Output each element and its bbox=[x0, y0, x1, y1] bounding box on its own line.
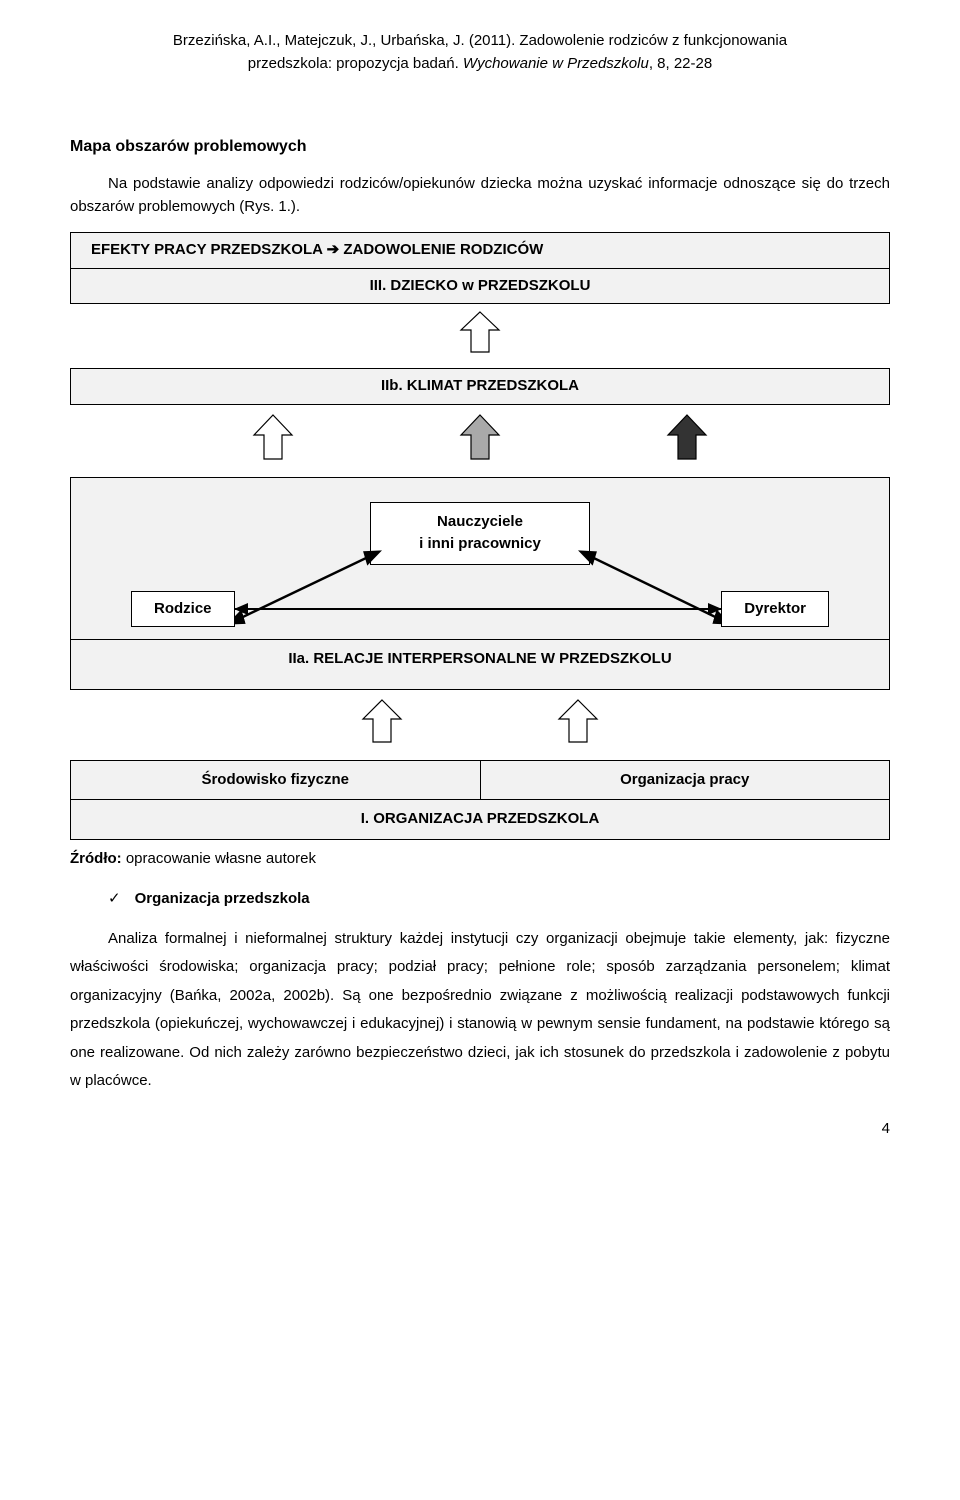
up-arrow-white-icon bbox=[250, 413, 296, 463]
subsection-heading: Organizacja przedszkola bbox=[108, 888, 890, 911]
citation-line1: Brzezińska, A.I., Matejczuk, J., Urbańsk… bbox=[70, 30, 890, 53]
up-arrow-black-icon bbox=[664, 413, 710, 463]
rodzice-box: Rodzice bbox=[131, 591, 235, 628]
up-arrow-icon bbox=[555, 698, 601, 746]
citation-tail: , 8, 22-28 bbox=[649, 55, 712, 72]
arrow-row-1 bbox=[70, 310, 890, 356]
double-arrow-line bbox=[235, 608, 722, 610]
source-label: Źródło: bbox=[70, 850, 122, 867]
arrow-row-2 bbox=[70, 698, 890, 746]
citation-plain: przedszkola: propozycja badań. bbox=[248, 55, 463, 72]
body-paragraph: Analiza formalnej i nieformalnej struktu… bbox=[70, 925, 890, 1096]
diagram-box-org-split: Środowisko fizyczne Organizacja pracy bbox=[70, 760, 890, 801]
intro-paragraph: Na podstawie analizy odpowiedzi rodziców… bbox=[70, 173, 890, 218]
citation-italic: Wychowanie w Przedszkolu bbox=[463, 55, 649, 72]
box-dziecko: III. DZIECKO w PRZEDSZKOLU bbox=[71, 268, 889, 304]
relations-title: IIa. RELACJE INTERPERSONALNE W PRZEDSZKO… bbox=[71, 639, 889, 679]
diagram-box-klimat: IIb. KLIMAT PRZEDSZKOLA bbox=[70, 368, 890, 405]
srodowisko-label: Środowisko fizyczne bbox=[71, 761, 481, 800]
diagram-box-efekty: EFEKTY PRACY PRZEDSZKOLA ➔ ZADOWOLENIE R… bbox=[70, 232, 890, 304]
teachers-line1: Nauczyciele bbox=[383, 511, 577, 534]
page-number: 4 bbox=[70, 1118, 890, 1141]
rodzice-dyrektor-row: Rodzice Dyrektor bbox=[71, 591, 889, 628]
teachers-line2: i inni pracownicy bbox=[383, 533, 577, 556]
citation-header: Brzezińska, A.I., Matejczuk, J., Urbańsk… bbox=[70, 30, 890, 75]
source-text: opracowanie własne autorek bbox=[122, 850, 316, 867]
teachers-box: Nauczyciele i inni pracownicy bbox=[370, 502, 590, 565]
up-arrow-icon bbox=[457, 310, 503, 356]
org-przedszkola-title: I. ORGANIZACJA PRZEDSZKOLA bbox=[70, 800, 890, 840]
up-arrow-gray-icon bbox=[457, 413, 503, 463]
figure-source: Źródło: opracowanie własne autorek bbox=[70, 848, 890, 871]
arrow-row-3 bbox=[70, 413, 890, 463]
box-klimat-title: IIb. KLIMAT PRZEDSZKOLA bbox=[71, 369, 889, 404]
box-efekty-title: EFEKTY PRACY PRZEDSZKOLA ➔ ZADOWOLENIE R… bbox=[71, 233, 889, 268]
diagram-box-relations: Nauczyciele i inni pracownicy Rodzice Dy… bbox=[70, 477, 890, 690]
dyrektor-box: Dyrektor bbox=[721, 591, 829, 628]
up-arrow-icon bbox=[359, 698, 405, 746]
org-pracy-label: Organizacja pracy bbox=[481, 761, 890, 800]
citation-line2: przedszkola: propozycja badań. Wychowani… bbox=[70, 53, 890, 76]
section-title: Mapa obszarów problemowych bbox=[70, 135, 890, 159]
